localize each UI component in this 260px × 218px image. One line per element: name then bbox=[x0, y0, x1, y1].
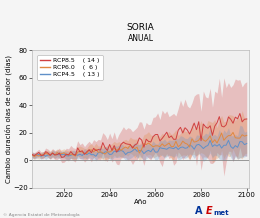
Text: A: A bbox=[195, 206, 203, 216]
Text: SORIA: SORIA bbox=[127, 23, 154, 32]
Text: E: E bbox=[205, 206, 212, 216]
X-axis label: Año: Año bbox=[134, 199, 147, 205]
Text: © Agencia Estatal de Meteorología: © Agencia Estatal de Meteorología bbox=[3, 213, 79, 217]
Legend: RCP8.5    ( 14 ), RCP6.0    (  6 ), RCP4.5    ( 13 ): RCP8.5 ( 14 ), RCP6.0 ( 6 ), RCP4.5 ( 13… bbox=[37, 55, 102, 80]
Y-axis label: Cambio duración olas de calor (días): Cambio duración olas de calor (días) bbox=[4, 55, 12, 183]
Text: ANUAL: ANUAL bbox=[127, 34, 153, 43]
Text: met: met bbox=[213, 210, 229, 216]
